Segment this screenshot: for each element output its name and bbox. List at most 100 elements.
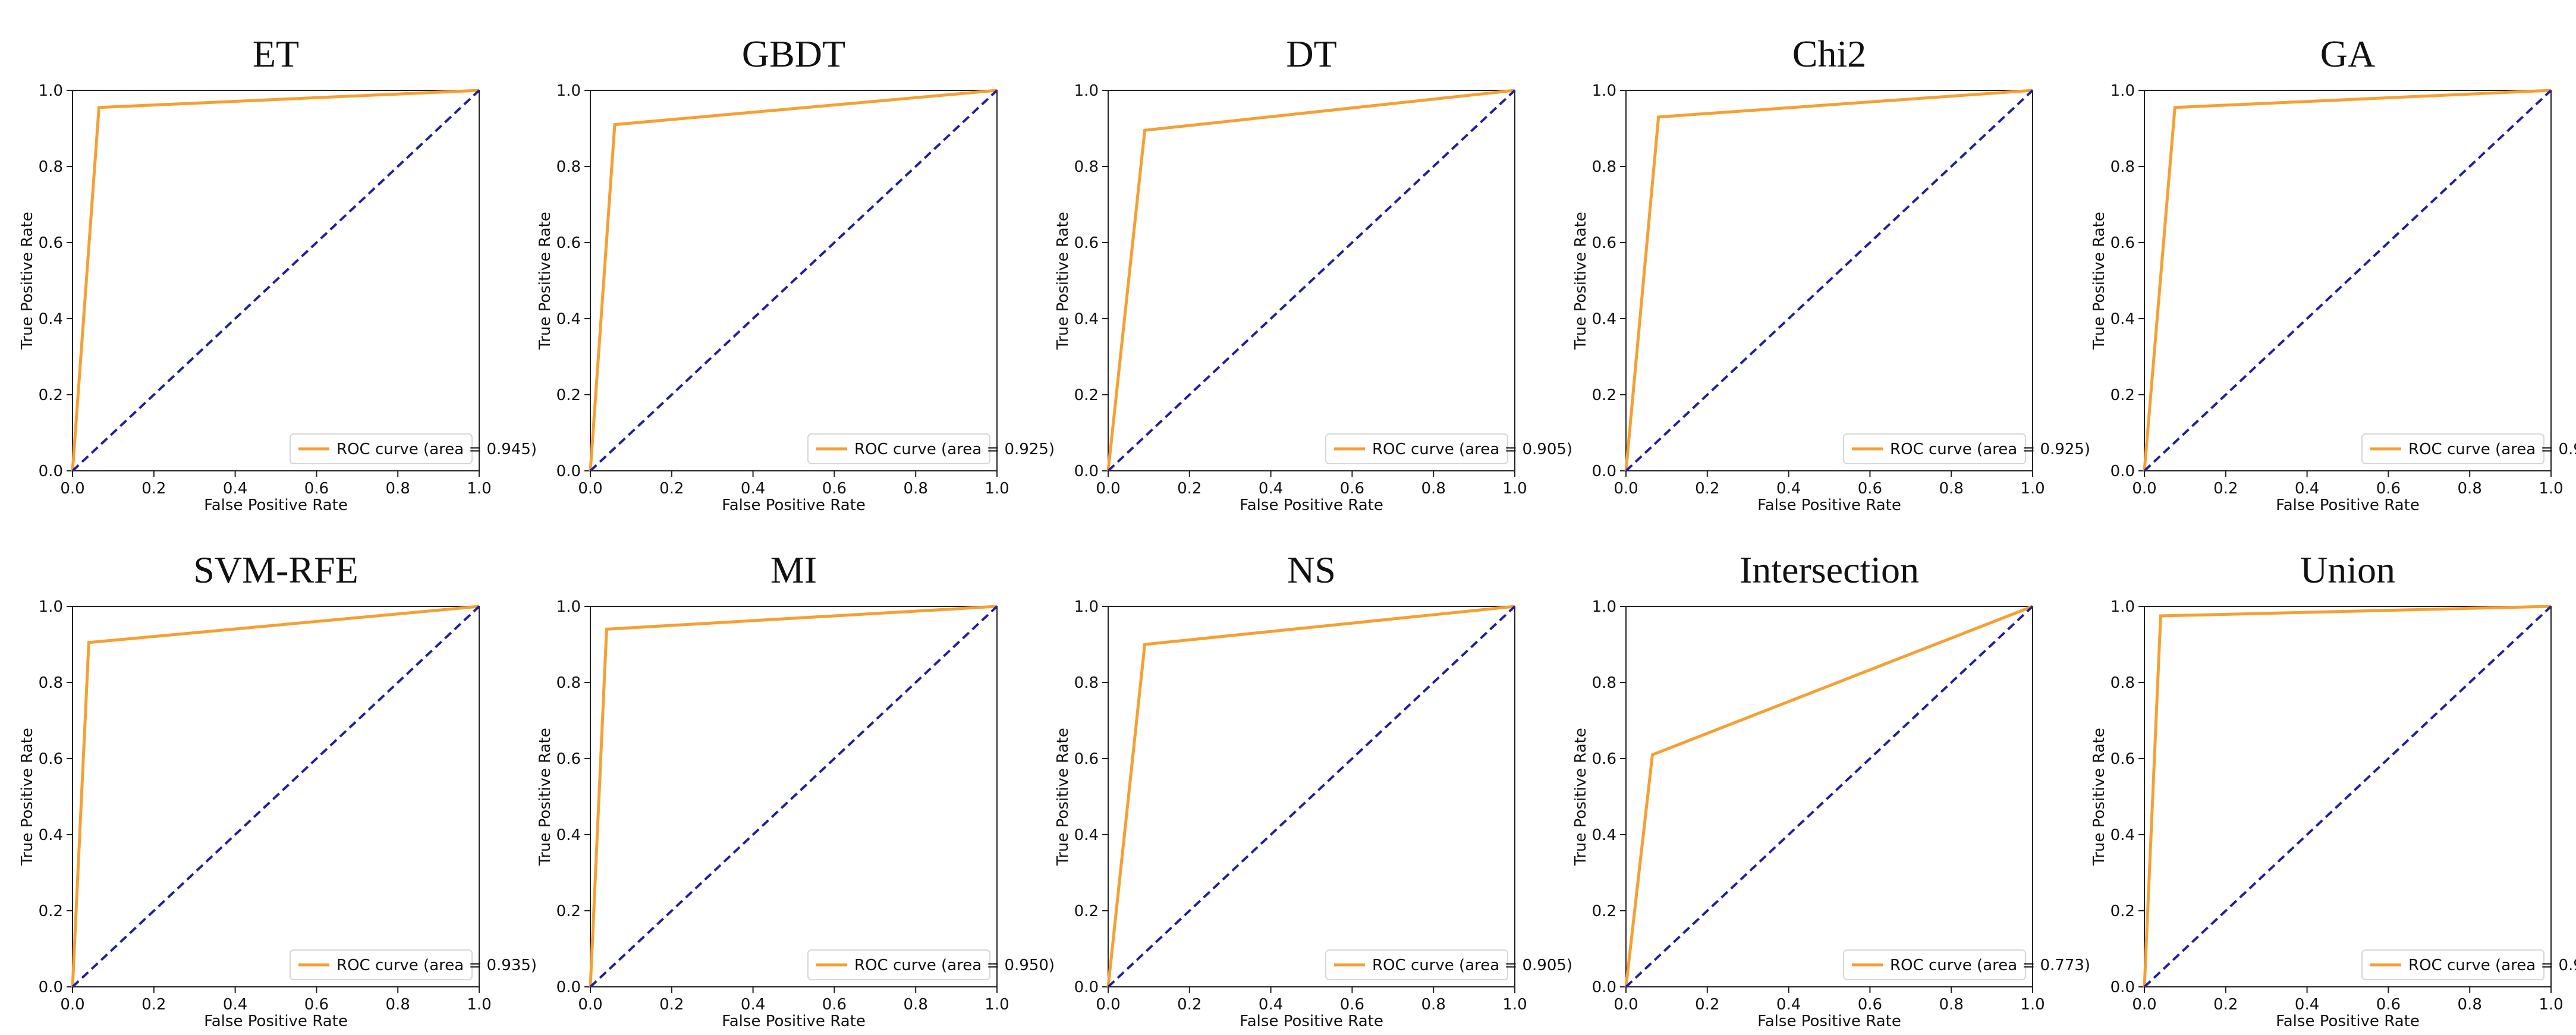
y-tick-label: 0.0	[1074, 463, 1099, 480]
y-tick-label: 0.8	[1074, 158, 1099, 176]
x-tick-label: 0.0	[1613, 996, 1638, 1014]
y-tick-label: 0.0	[1074, 979, 1099, 996]
legend-label: ROC curve (area = 0.773)	[1890, 957, 2090, 974]
x-tick-label: 0.8	[386, 480, 410, 498]
x-tick-label: 1.0	[2539, 996, 2563, 1014]
x-tick-label: 0.6	[1858, 996, 1882, 1014]
x-tick-label: 0.4	[2295, 996, 2319, 1014]
subplot-title: ET	[253, 33, 299, 75]
y-tick-label: 0.4	[1074, 310, 1099, 328]
y-tick-label: 0.8	[556, 158, 581, 176]
x-tick-label: 1.0	[2020, 480, 2045, 498]
legend-label: ROC curve (area = 0.940)	[2408, 441, 2576, 458]
x-axis-label: False Positive Rate	[722, 1012, 866, 1030]
y-tick-label: 0.2	[39, 902, 63, 920]
y-tick-label: 0.0	[39, 979, 63, 996]
legend-label: ROC curve (area = 0.965)	[2408, 957, 2576, 974]
chance-diagonal-line	[2143, 605, 2552, 988]
x-axis-label: False Positive Rate	[1757, 1012, 1901, 1030]
y-tick-label: 0.8	[39, 158, 63, 176]
x-tick-label: 0.8	[904, 480, 928, 498]
x-tick-label: 0.2	[141, 480, 166, 498]
y-tick-label: 1.0	[556, 82, 581, 100]
subplot-title: Union	[2300, 549, 2395, 591]
y-axis-label: True Positive Rate	[2090, 728, 2108, 866]
y-tick-label: 0.2	[39, 386, 63, 404]
x-tick-label: 0.0	[1096, 996, 1120, 1014]
x-tick-label: 0.4	[1259, 480, 1283, 498]
y-tick-label: 0.0	[39, 463, 63, 480]
y-tick-label: 1.0	[39, 598, 63, 616]
legend-box	[1843, 433, 2026, 464]
legend-box	[2361, 433, 2544, 464]
x-tick-label: 0.0	[578, 996, 602, 1014]
x-axis-label: False Positive Rate	[1757, 496, 1901, 514]
x-tick-label: 0.8	[386, 996, 410, 1014]
x-tick-label: 0.6	[1340, 480, 1364, 498]
y-tick-label: 0.8	[1592, 674, 1616, 692]
plot-area-frame	[590, 90, 998, 471]
roc-curve-line	[2143, 89, 2552, 471]
x-tick-label: 0.8	[1939, 480, 1964, 498]
legend-box	[1325, 433, 1508, 464]
x-tick-label: 0.4	[223, 480, 247, 498]
y-axis-label: True Positive Rate	[2090, 212, 2108, 350]
x-tick-label: 1.0	[1502, 996, 1527, 1014]
x-tick-label: 0.2	[2213, 996, 2238, 1014]
y-tick-label: 0.8	[2111, 158, 2135, 176]
x-tick-label: 0.8	[904, 996, 928, 1014]
x-tick-label: 0.0	[2132, 996, 2156, 1014]
subplot-title: NS	[1287, 549, 1336, 591]
roc-curve-line	[71, 605, 480, 987]
roc-subplot: MI 0.0 0.2 0.4 0.6 0.8 1.0 0.0 0.2 0.4 0.6 0.8 1.0 Fa…	[536, 549, 1055, 1030]
y-tick-label: 0.4	[1074, 826, 1099, 844]
y-tick-label: 0.2	[2111, 902, 2135, 920]
y-tick-label: 1.0	[1592, 598, 1616, 616]
y-tick-label: 0.0	[1592, 463, 1616, 480]
x-tick-label: 0.8	[1421, 996, 1446, 1014]
y-tick-label: 0.4	[556, 310, 581, 328]
y-tick-label: 0.4	[39, 310, 63, 328]
chance-diagonal-line	[71, 605, 480, 988]
plot-area-frame	[2144, 606, 2552, 987]
plot-area-frame	[1625, 606, 2033, 987]
x-tick-label: 0.0	[60, 996, 84, 1014]
subplot-title: DT	[1286, 33, 1336, 75]
roc-curve-line	[1106, 605, 1515, 987]
y-tick-label: 0.0	[1592, 979, 1616, 996]
x-tick-label: 0.4	[2295, 480, 2319, 498]
x-tick-label: 0.4	[741, 480, 765, 498]
x-tick-label: 0.4	[1776, 996, 1801, 1014]
y-tick-label: 0.4	[1592, 826, 1616, 844]
plot-area-frame	[1108, 90, 1515, 471]
x-tick-label: 0.6	[1340, 996, 1364, 1014]
x-tick-label: 0.6	[822, 996, 847, 1014]
roc-subplot: NS 0.0 0.2 0.4 0.6 0.8 1.0 0.0 0.2 0.4 0.6 0.8 1.0 Fa…	[1054, 549, 1572, 1030]
y-tick-label: 1.0	[556, 598, 581, 616]
y-tick-label: 0.0	[2111, 463, 2135, 480]
x-tick-label: 0.4	[741, 996, 765, 1014]
chance-diagonal-line	[589, 89, 998, 472]
y-tick-label: 0.8	[1074, 674, 1099, 692]
y-tick-label: 0.2	[1592, 386, 1616, 404]
chance-diagonal-line	[589, 605, 998, 988]
roc-subplot: DT 0.0 0.2 0.4 0.6 0.8 1.0 0.0 0.2 0.4 0.6 0.8 1.0 Fa…	[1054, 33, 1572, 514]
plot-area-frame	[2144, 90, 2552, 471]
x-tick-label: 0.0	[578, 480, 602, 498]
legend-box	[807, 433, 990, 464]
roc-subplot: ET 0.0 0.2 0.4 0.6 0.8 1.0 0.0 0.2 0.4 0.6 0.8 1.0 Fa…	[18, 33, 537, 514]
x-axis-label: False Positive Rate	[1240, 1012, 1383, 1030]
x-tick-label: 0.2	[1695, 480, 1719, 498]
legend-label: ROC curve (area = 0.945)	[336, 441, 537, 458]
y-tick-label: 1.0	[2111, 82, 2135, 100]
chance-diagonal-line	[2143, 89, 2552, 472]
y-tick-label: 0.8	[39, 674, 63, 692]
y-tick-label: 0.6	[556, 750, 581, 768]
y-tick-label: 1.0	[1074, 598, 1099, 616]
y-tick-label: 0.4	[2111, 826, 2135, 844]
y-tick-label: 0.6	[1074, 750, 1099, 768]
y-tick-label: 0.2	[556, 386, 581, 404]
x-tick-label: 0.0	[60, 480, 84, 498]
legend-label: ROC curve (area = 0.925)	[1890, 441, 2090, 458]
y-tick-label: 0.8	[1592, 158, 1616, 176]
